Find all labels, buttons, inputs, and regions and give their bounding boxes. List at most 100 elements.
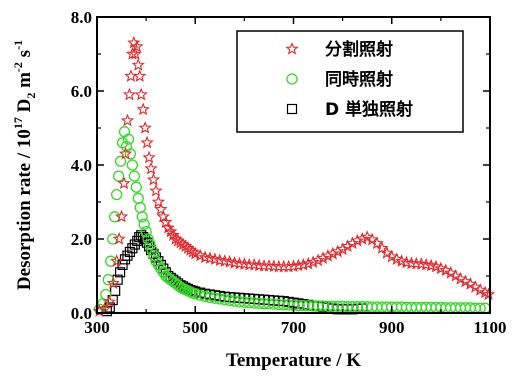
star-point [122, 87, 137, 101]
legend-label: D 単独照射 [325, 99, 413, 120]
star-point [321, 249, 335, 262]
x-tick-label: 1100 [473, 318, 506, 337]
plot-marks [92, 35, 496, 317]
star-point [326, 246, 340, 260]
star-point [281, 259, 296, 273]
star-point [112, 232, 126, 245]
star-point [133, 69, 147, 82]
y-label-exponent: 17 [11, 117, 25, 129]
star-point [140, 135, 154, 149]
star-point [124, 69, 138, 82]
star-point [114, 209, 129, 223]
star-point [144, 161, 158, 175]
y-label-unit-s: s [14, 50, 35, 62]
star-point [311, 253, 325, 267]
series-star [92, 35, 496, 317]
axis-ticks: 300 500 700 900 1100 0.0 2.0 4.0 6.0 8.0 [71, 8, 507, 337]
star-point [355, 232, 369, 245]
x-tick-label: 700 [281, 318, 307, 337]
square-point [114, 267, 126, 278]
circle-point [114, 155, 127, 167]
legend-label: 分割照射 [325, 39, 393, 60]
circle-point [132, 192, 144, 204]
y-label-unit-m: m [14, 72, 35, 93]
circle-point [148, 249, 160, 262]
star-point [448, 269, 463, 282]
series-circle [93, 126, 491, 315]
circle-point [130, 181, 142, 193]
star-point [102, 294, 116, 308]
star-point [331, 244, 345, 258]
star-point [481, 287, 496, 301]
circle-point [138, 218, 150, 230]
y-tick-label: 0.0 [71, 304, 92, 323]
y-tick-label: 4.0 [71, 156, 92, 175]
circle-point [126, 159, 139, 171]
circle-point [128, 170, 140, 182]
circle-point [136, 211, 148, 223]
star-point [296, 257, 310, 271]
legend-label: 同時照射 [325, 69, 393, 90]
star-point [136, 102, 150, 116]
y-label-prefix: Desorption rate / 10 [14, 129, 35, 290]
star-point [154, 202, 168, 216]
star-point [375, 241, 389, 254]
circle-point [102, 274, 114, 286]
star-point [306, 255, 320, 268]
star-point [291, 258, 306, 272]
star-point [468, 280, 482, 293]
x-axis-label: Temperature / K [226, 350, 361, 371]
star-point [142, 150, 156, 164]
circle-point [142, 233, 154, 245]
legend-marker-circle [286, 73, 298, 85]
star-point [164, 224, 178, 238]
star-point [161, 220, 175, 234]
circle-point [122, 133, 135, 145]
star-point [345, 236, 360, 250]
y-tick-label: 8.0 [71, 8, 92, 27]
circle-point [124, 148, 137, 160]
circle-point [107, 233, 119, 245]
star-point [166, 228, 180, 241]
star-point [118, 146, 133, 160]
star-point [159, 215, 173, 229]
circle-point [144, 238, 156, 251]
y-label-subscript: 2 [24, 93, 38, 99]
star-point [149, 183, 163, 197]
y-label-exponent-s: -1 [11, 40, 25, 50]
star-point [109, 254, 124, 267]
circle-point [111, 188, 123, 201]
star-point [370, 236, 384, 250]
star-point [128, 47, 142, 60]
star-point [286, 259, 301, 273]
circle-point [100, 288, 112, 301]
y-tick-label: 6.0 [71, 82, 92, 101]
star-point [316, 251, 330, 264]
star-point [444, 266, 458, 279]
star-point [350, 233, 365, 247]
star-point [146, 172, 161, 186]
star-point [134, 87, 148, 101]
circle-point [112, 170, 125, 182]
y-label-unit-d: D [14, 99, 35, 117]
legend-marker-square [286, 103, 298, 115]
square-point [110, 285, 121, 296]
star-point [138, 121, 152, 134]
x-tick-label: 900 [379, 318, 405, 337]
x-tick-label: 300 [84, 318, 110, 337]
star-point [97, 302, 112, 315]
legend-box [236, 30, 464, 133]
y-label-exponent-m: -2 [11, 62, 25, 72]
star-point [340, 239, 355, 253]
star-point [335, 242, 350, 256]
star-point [156, 209, 170, 223]
star-point [463, 277, 478, 290]
y-axis-label: Desorption rate / 1017 D2 m-2 s-1 [11, 40, 38, 290]
circle-point [116, 137, 129, 149]
y-tick-label: 2.0 [71, 230, 92, 249]
circle-point [105, 255, 117, 267]
star-point [117, 176, 131, 190]
star-point [151, 195, 166, 208]
star-point [301, 256, 315, 270]
